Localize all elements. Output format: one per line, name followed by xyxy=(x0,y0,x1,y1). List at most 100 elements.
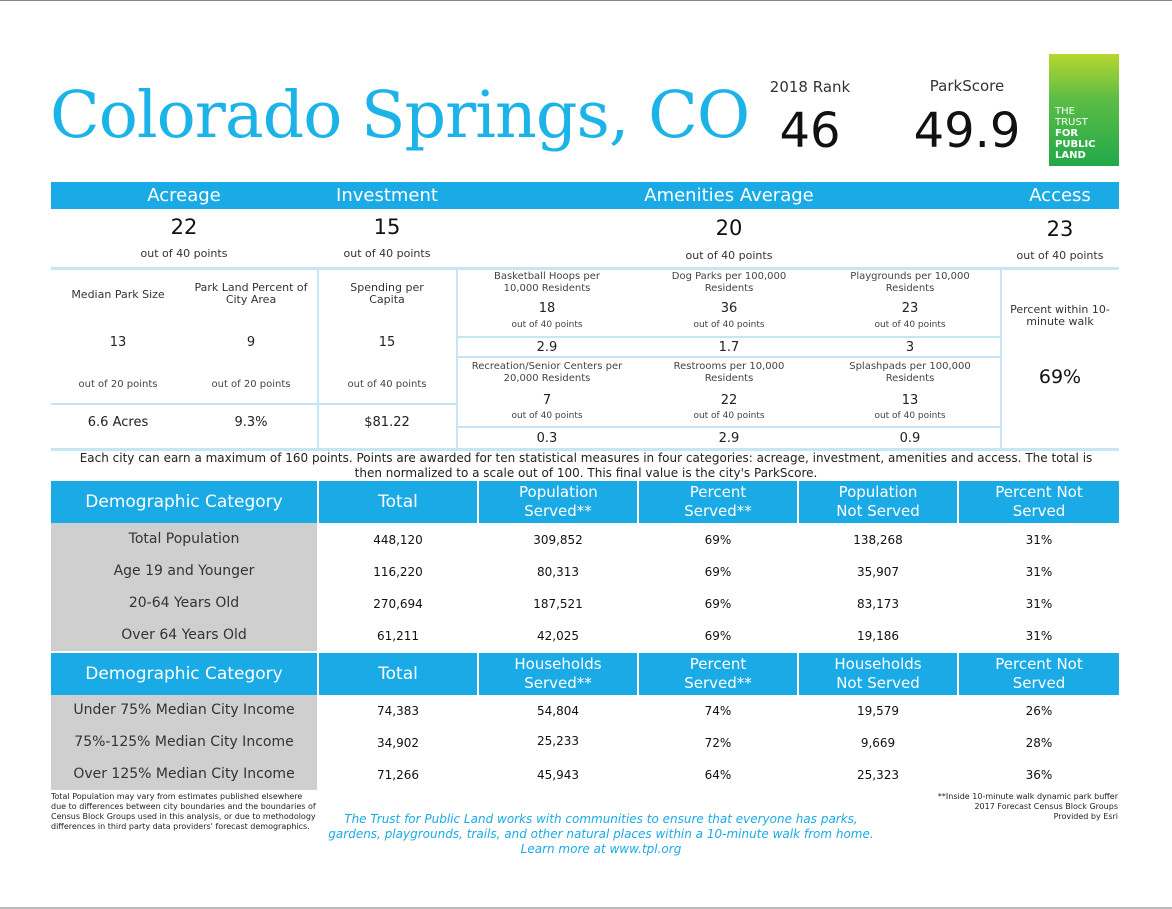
amenity-points: 13 xyxy=(901,393,919,408)
amenity-outof: out of 40 points xyxy=(511,411,583,421)
divider xyxy=(457,356,1001,358)
cell: 19,579 xyxy=(857,704,899,718)
footnote-line: **Inside 10-minute walk dynamic park buf… xyxy=(937,792,1118,801)
logo-line: TRUST xyxy=(1055,117,1088,128)
row-label: 75%-125% Median City Income xyxy=(74,734,294,750)
category-acreage-label: Acreage xyxy=(147,185,221,206)
label-column-bg xyxy=(51,695,317,790)
access-score: 23 xyxy=(1046,217,1074,241)
cell: 80,313 xyxy=(537,565,579,579)
spending-per-capita-label: Spending per Capita xyxy=(350,281,424,306)
amenity-value: 2.9 xyxy=(536,340,558,355)
cell: 138,268 xyxy=(853,533,903,547)
spending-per-capita-value: $81.22 xyxy=(364,415,410,430)
amenity-label: Splashpads per 100,000 Residents xyxy=(849,361,971,384)
cell: 36% xyxy=(1025,768,1053,782)
cell: 64% xyxy=(704,768,732,782)
hh-header-served: Households Served** xyxy=(479,653,637,695)
median-park-size-outof: out of 20 points xyxy=(78,379,158,390)
park-land-percent-value: 9.3% xyxy=(234,415,268,430)
row-label: Over 125% Median City Income xyxy=(73,766,295,782)
cell: 116,220 xyxy=(373,565,423,579)
amenity-points: 36 xyxy=(720,301,738,316)
pop-header-category: Demographic Category xyxy=(51,481,317,523)
row-label: Under 75% Median City Income xyxy=(73,702,295,718)
access-value: 69% xyxy=(1038,366,1082,388)
logo-line: THE xyxy=(1055,106,1075,117)
park-land-percent-outof: out of 20 points xyxy=(211,379,291,390)
spending-per-capita-points: 15 xyxy=(378,335,396,350)
cell: 69% xyxy=(704,533,732,547)
cell: 69% xyxy=(704,629,732,643)
amenity-value: 3 xyxy=(905,340,915,355)
amenity-outof: out of 40 points xyxy=(874,411,946,421)
cell: 74,383 xyxy=(377,704,419,718)
investment-score: 15 xyxy=(373,215,401,239)
footnote-population: Total Population may vary from estimates… xyxy=(51,792,316,831)
amenity-value: 0.3 xyxy=(536,431,558,446)
amenity-points: 23 xyxy=(901,301,919,316)
amenity-label: Restrooms per 10,000 Residents xyxy=(673,361,785,384)
city-title: Colorado Springs, CO xyxy=(50,78,750,153)
amenity-label: Recreation/Senior Centers per 20,000 Res… xyxy=(471,361,623,384)
park-land-percent-points: 9 xyxy=(246,335,256,350)
cell: 74% xyxy=(704,704,732,718)
top-border xyxy=(0,0,1172,1)
acreage-score: 22 xyxy=(170,215,198,239)
cell: 69% xyxy=(704,597,732,611)
amenity-outof: out of 40 points xyxy=(511,320,583,330)
divider xyxy=(456,270,458,450)
row-label: 20-64 Years Old xyxy=(128,595,240,611)
amenity-value: 1.7 xyxy=(718,340,740,355)
median-park-size-label: Median Park Size xyxy=(71,288,165,301)
cell: 26% xyxy=(1025,704,1053,718)
amenity-points: 7 xyxy=(542,393,552,408)
divider xyxy=(317,270,319,450)
rank-label: 2018 Rank xyxy=(769,78,851,96)
cell: 31% xyxy=(1025,629,1053,643)
hh-header-percent-served: Percent Served** xyxy=(639,653,797,695)
amenity-value: 2.9 xyxy=(718,431,740,446)
divider xyxy=(457,336,1001,338)
hh-header-total: Total xyxy=(319,653,477,695)
divider xyxy=(51,448,1119,451)
amenity-points: 22 xyxy=(720,393,738,408)
row-label: Over 64 Years Old xyxy=(121,627,247,643)
cell: 28% xyxy=(1025,736,1053,750)
cell: 31% xyxy=(1025,533,1053,547)
scoring-note: Each city can earn a maximum of 160 poin… xyxy=(79,451,1093,480)
category-amenities-label: Amenities Average xyxy=(644,185,814,206)
amenity-outof: out of 40 points xyxy=(693,411,765,421)
cell: 83,173 xyxy=(857,597,899,611)
amenity-outof: out of 40 points xyxy=(874,320,946,330)
cell: 31% xyxy=(1025,565,1053,579)
divider xyxy=(51,267,1119,270)
divider xyxy=(457,426,1001,428)
access-label: Percent within 10-minute walk xyxy=(1010,303,1110,328)
cell: 270,694 xyxy=(373,597,423,611)
acreage-score-sub: out of 40 points xyxy=(140,247,228,260)
median-park-size-value: 6.6 Acres xyxy=(87,415,149,430)
amenities-score: 20 xyxy=(715,216,743,240)
hh-header-category: Demographic Category xyxy=(51,653,317,695)
bottom-border xyxy=(0,907,1172,909)
amenity-value: 0.9 xyxy=(899,431,921,446)
investment-score-sub: out of 40 points xyxy=(343,247,431,260)
row-label: Age 19 and Younger xyxy=(113,563,255,579)
parkscore-label: ParkScore xyxy=(929,77,1005,95)
amenity-label: Basketball Hoops per 10,000 Residents xyxy=(493,271,601,294)
median-park-size-points: 13 xyxy=(109,335,127,350)
category-band xyxy=(51,182,1119,209)
cell: 45,943 xyxy=(537,768,579,782)
tpl-mission-statement: The Trust for Public Land works with com… xyxy=(328,812,874,856)
divider xyxy=(317,403,457,405)
cell: 25,323 xyxy=(857,768,899,782)
pop-header-not-served: Population Not Served xyxy=(799,481,957,523)
pop-header-percent-not-served: Percent Not Served xyxy=(959,481,1119,523)
pop-header-total: Total xyxy=(319,481,477,523)
amenity-outof: out of 40 points xyxy=(693,320,765,330)
logo-line: FOR xyxy=(1055,128,1079,139)
access-score-sub: out of 40 points xyxy=(1016,249,1104,262)
cell: 187,521 xyxy=(533,597,583,611)
footnote-line: Provided by Esri xyxy=(1053,812,1118,821)
